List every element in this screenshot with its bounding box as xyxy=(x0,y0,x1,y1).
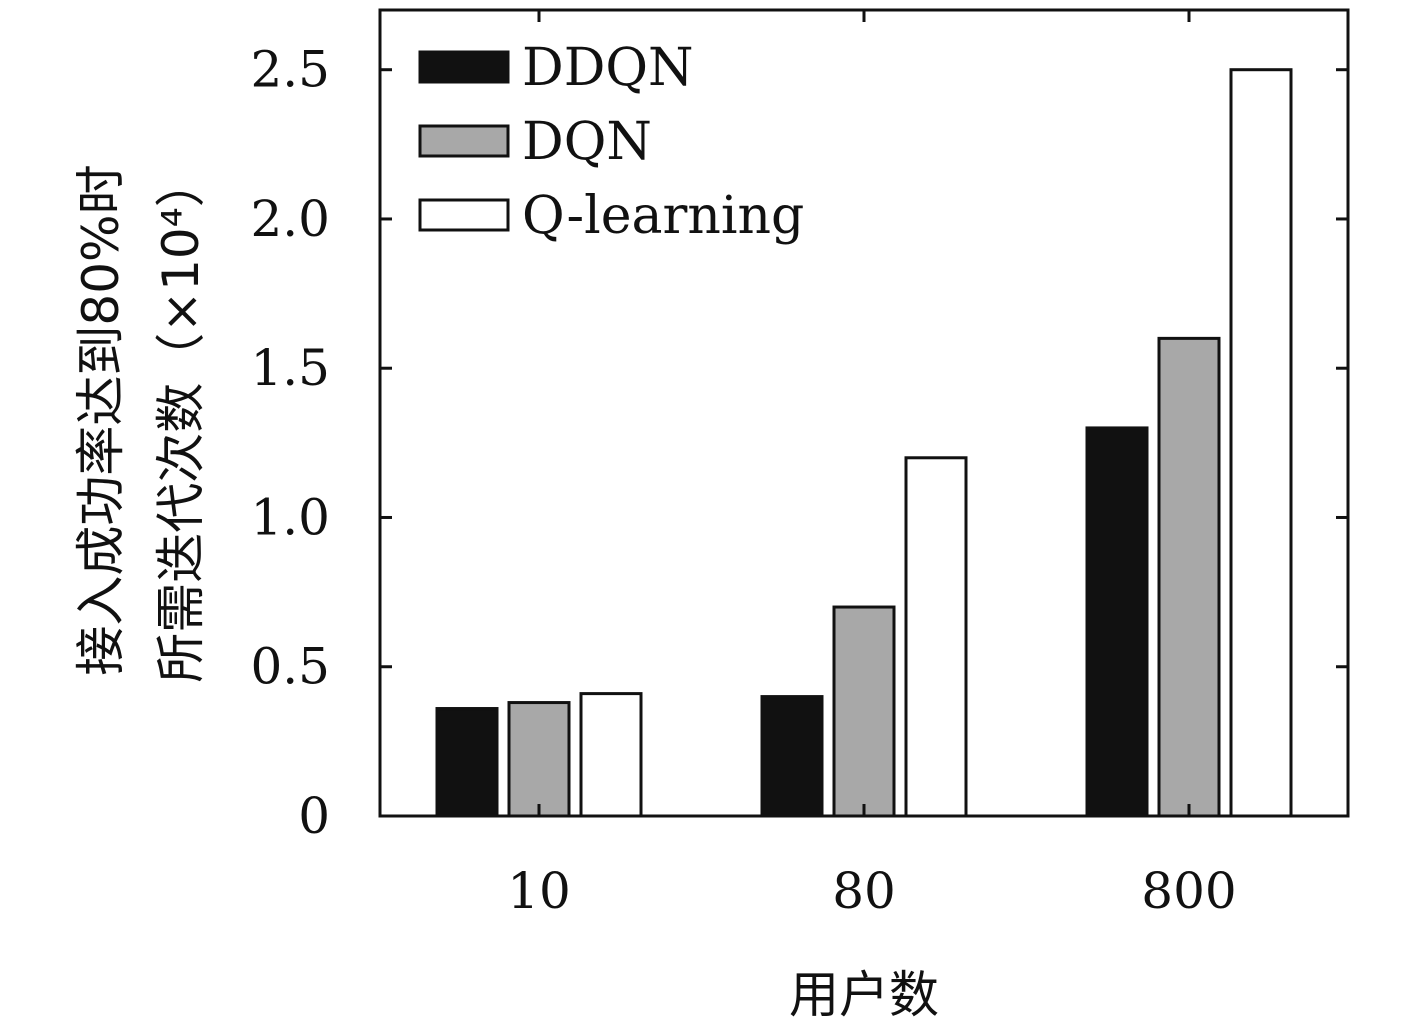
y-axis-title-line2: 所需迭代次数（×10⁴） xyxy=(152,157,210,683)
legend: DDQN DQN Q-learning xyxy=(418,38,804,246)
bar-dqn-80 xyxy=(832,605,896,818)
bar-ddqn-800 xyxy=(1085,426,1149,818)
y-tick-label: 2.5 xyxy=(250,41,330,99)
x-tick-label: 10 xyxy=(507,862,571,920)
legend-label-dqn: DQN xyxy=(522,112,652,172)
legend-swatch-dqn xyxy=(418,124,510,158)
y-tick-label: 0 xyxy=(298,787,330,845)
x-axis-title: 用户数 xyxy=(789,966,939,1024)
legend-label-q-learning: Q-learning xyxy=(522,186,804,246)
y-tick-label: 2.0 xyxy=(250,190,330,248)
y-tick-label: 1.0 xyxy=(250,488,330,546)
y-tick-label: 0.5 xyxy=(250,638,330,696)
x-axis-ticks: 10 80 800 xyxy=(507,10,1237,920)
y-axis-ticks: 0 0.5 1.0 1.5 2.0 2.5 xyxy=(250,41,1348,845)
bar-q-learning-800 xyxy=(1229,68,1293,818)
bars-group xyxy=(435,68,1293,818)
bar-dqn-10 xyxy=(507,701,571,818)
y-axis-title-2: 所需迭代次数（×10⁴） xyxy=(152,157,210,683)
bar-q-learning-80 xyxy=(904,456,968,818)
legend-swatch-ddqn xyxy=(418,50,510,84)
bar-ddqn-80 xyxy=(760,695,824,818)
bar-dqn-800 xyxy=(1157,336,1221,818)
legend-swatch-q-learning xyxy=(418,198,510,232)
y-tick-label: 1.5 xyxy=(250,339,330,397)
y-axis-title: 接入成功率达到80%时 xyxy=(72,164,130,675)
y-axis-title-line1: 接入成功率达到80%时 xyxy=(72,164,130,675)
legend-label-ddqn: DDQN xyxy=(522,38,694,98)
x-tick-label: 800 xyxy=(1141,862,1236,920)
bar-q-learning-10 xyxy=(579,692,643,818)
x-tick-label: 80 xyxy=(832,862,896,920)
bar-ddqn-10 xyxy=(435,707,499,818)
